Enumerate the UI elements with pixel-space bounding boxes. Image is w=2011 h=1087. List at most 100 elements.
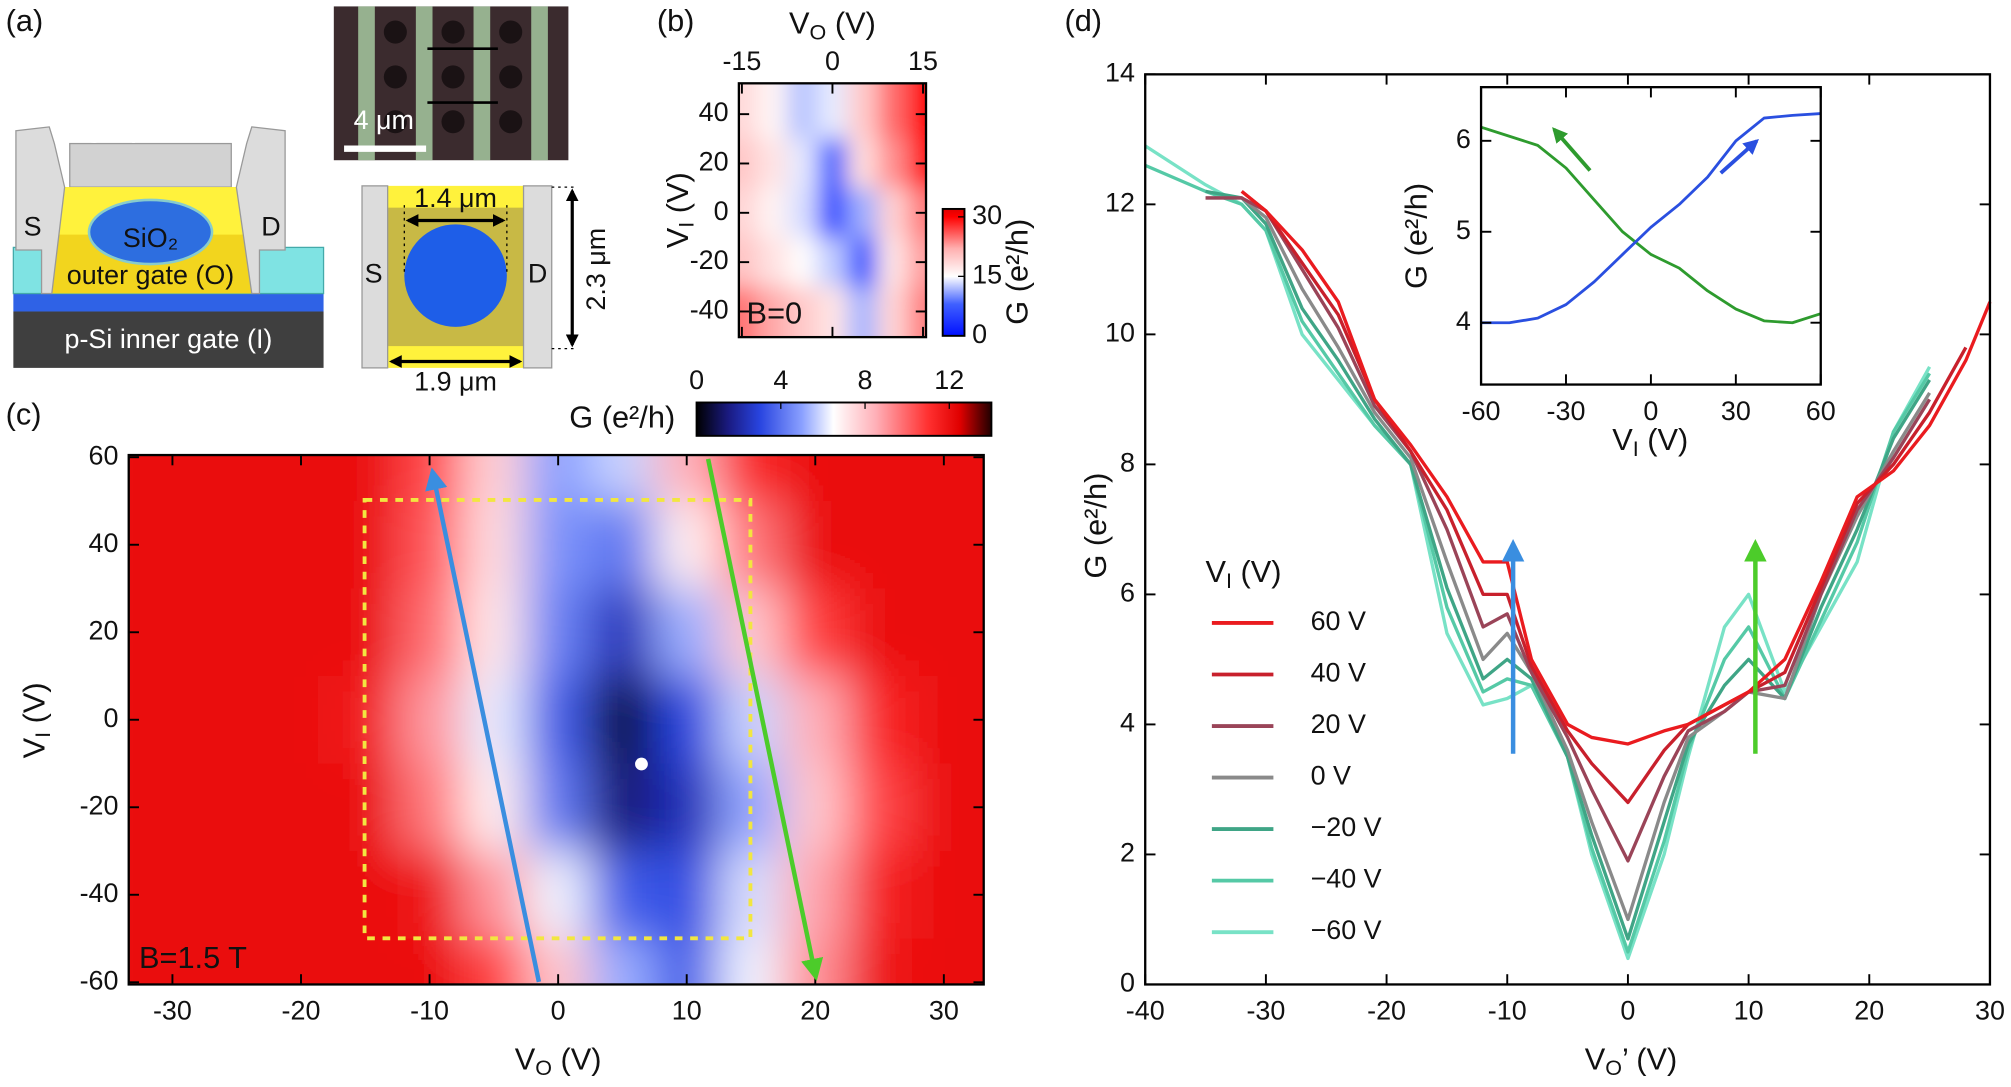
heatmap-cell — [756, 83, 789, 141]
heatmap-cell — [756, 188, 789, 239]
heatmap-cell — [333, 588, 399, 678]
scale-bar-label: 4 μm — [354, 105, 414, 135]
heatmap — [128, 455, 984, 985]
x-axis-label-symbol: V — [1585, 1041, 1606, 1076]
x-tick-label: 20 — [800, 996, 830, 1026]
heatmap-cell — [654, 588, 721, 678]
colorbar — [695, 401, 993, 437]
heatmap-cell — [787, 138, 819, 190]
heatmap-cells — [128, 455, 984, 985]
x-tick-label: 30 — [1721, 396, 1751, 426]
heatmap-cell — [526, 851, 592, 940]
sweep-arrow — [425, 467, 542, 983]
schematic-drain — [522, 185, 553, 369]
sweep-direction — [1552, 127, 1592, 172]
y-tick-label: 20 — [699, 147, 729, 177]
graphene-label: graphene — [86, 108, 216, 143]
heatmap-cell — [526, 588, 592, 678]
heatmap-cell — [847, 83, 880, 141]
annotations — [362, 127, 1767, 983]
width-label: 1.9 μm — [414, 366, 497, 396]
colorbar-tick-label: 0 — [972, 319, 987, 349]
heatmap-cell — [654, 500, 721, 590]
schematic-source-label: S — [365, 259, 383, 289]
heatmap-cell — [911, 676, 984, 765]
y-axis-label: G (e²/h) — [1078, 473, 1113, 579]
x-tick-label: 60 — [1806, 396, 1836, 426]
annotation: B=1.5 T — [139, 940, 247, 975]
x-tick-label: 15 — [908, 46, 938, 76]
heatmap-cell — [877, 237, 910, 289]
colorbar-tick-label: 4 — [773, 365, 788, 395]
legend-label: 0 V — [1311, 761, 1351, 791]
x-tick-label: -10 — [1488, 996, 1527, 1026]
y-tick-label: 40 — [699, 97, 729, 127]
heatmap-cell — [847, 138, 880, 190]
micrograph-holes — [383, 20, 523, 134]
legend-title: VI (V) — [1205, 554, 1281, 592]
x-axis-label-unit: (V) — [552, 1041, 602, 1076]
y-tick-label: 6 — [1120, 578, 1135, 608]
heatmap-cell — [847, 237, 880, 289]
series-line — [1480, 125, 1822, 325]
legend-title-symbol: V — [1205, 554, 1226, 589]
heatmap-cell — [128, 500, 206, 590]
heatmap-cell — [847, 938, 913, 985]
legend-title-unit: (V) — [1232, 554, 1282, 589]
legend-title-sub: I — [1226, 569, 1232, 593]
y-tick-label: 8 — [1120, 448, 1135, 478]
sweep-direction — [1719, 138, 1759, 175]
colorbar-label: G (e²/h) — [569, 399, 675, 434]
heatmap-cell — [911, 851, 984, 940]
y-axis-label: VI (V) — [660, 172, 698, 248]
heatmap-cell — [783, 763, 849, 853]
heatmap-cell — [590, 500, 656, 590]
x-tick-label: -15 — [722, 46, 761, 76]
x-axis-label-unit: (V) — [826, 6, 876, 41]
legend-label: −20 V — [1311, 812, 1382, 842]
heatmap-cell — [756, 138, 789, 190]
y-tick-label: 12 — [1105, 187, 1135, 217]
heatmap-cell — [204, 500, 271, 590]
heatmap-cell — [877, 286, 910, 338]
x-axis-label-sub: O — [810, 20, 827, 44]
x-tick-label: -30 — [153, 996, 192, 1026]
heatmap-cell — [756, 286, 789, 338]
x-tick-label: -20 — [282, 996, 321, 1026]
x-tick-label: 0 — [551, 996, 566, 1026]
x-tick-label: -10 — [410, 996, 449, 1026]
x-axis-label-symbol: V — [515, 1041, 536, 1076]
heatmap-cell — [787, 188, 819, 239]
heatmap-cell — [590, 455, 656, 503]
heatmap-cell — [877, 188, 910, 239]
x-tick-label: 20 — [1854, 996, 1884, 1026]
y-axis-label: G (e²/h) — [1398, 183, 1433, 289]
heatmap-cell — [128, 851, 206, 940]
annotation: B=0 — [747, 295, 803, 330]
y-tick-label: 5 — [1456, 215, 1471, 245]
x-axis-label: VO (V) — [515, 1041, 602, 1079]
graphene-region — [69, 142, 232, 188]
colorbar-tick-label: 30 — [972, 200, 1002, 230]
oxide-label: SiO₂ — [123, 223, 178, 253]
heatmap-cell — [333, 938, 399, 985]
heatmap-cell — [268, 455, 335, 503]
heatmap-cell — [526, 676, 592, 765]
heatmap-cell — [397, 851, 463, 940]
heatmap-cell — [787, 237, 819, 289]
x-axis-label-sub: O — [535, 1056, 552, 1080]
y-tick-label: 60 — [89, 440, 119, 470]
heatmap-cell — [397, 763, 463, 853]
x-axis-label-symbol: V — [789, 6, 810, 41]
oxide-layer — [13, 293, 324, 312]
schematic-dot — [404, 224, 507, 327]
heatmap-cell — [204, 588, 271, 678]
panel-label: (c) — [6, 397, 42, 432]
plot-frame — [737, 82, 928, 339]
heatmap-cell — [204, 763, 271, 853]
heatmap-cell — [756, 237, 789, 289]
heatmap-cell — [877, 83, 910, 141]
y-tick-label: -20 — [80, 790, 119, 820]
series-line — [1481, 112, 1821, 325]
heatmap-cell — [783, 500, 849, 590]
